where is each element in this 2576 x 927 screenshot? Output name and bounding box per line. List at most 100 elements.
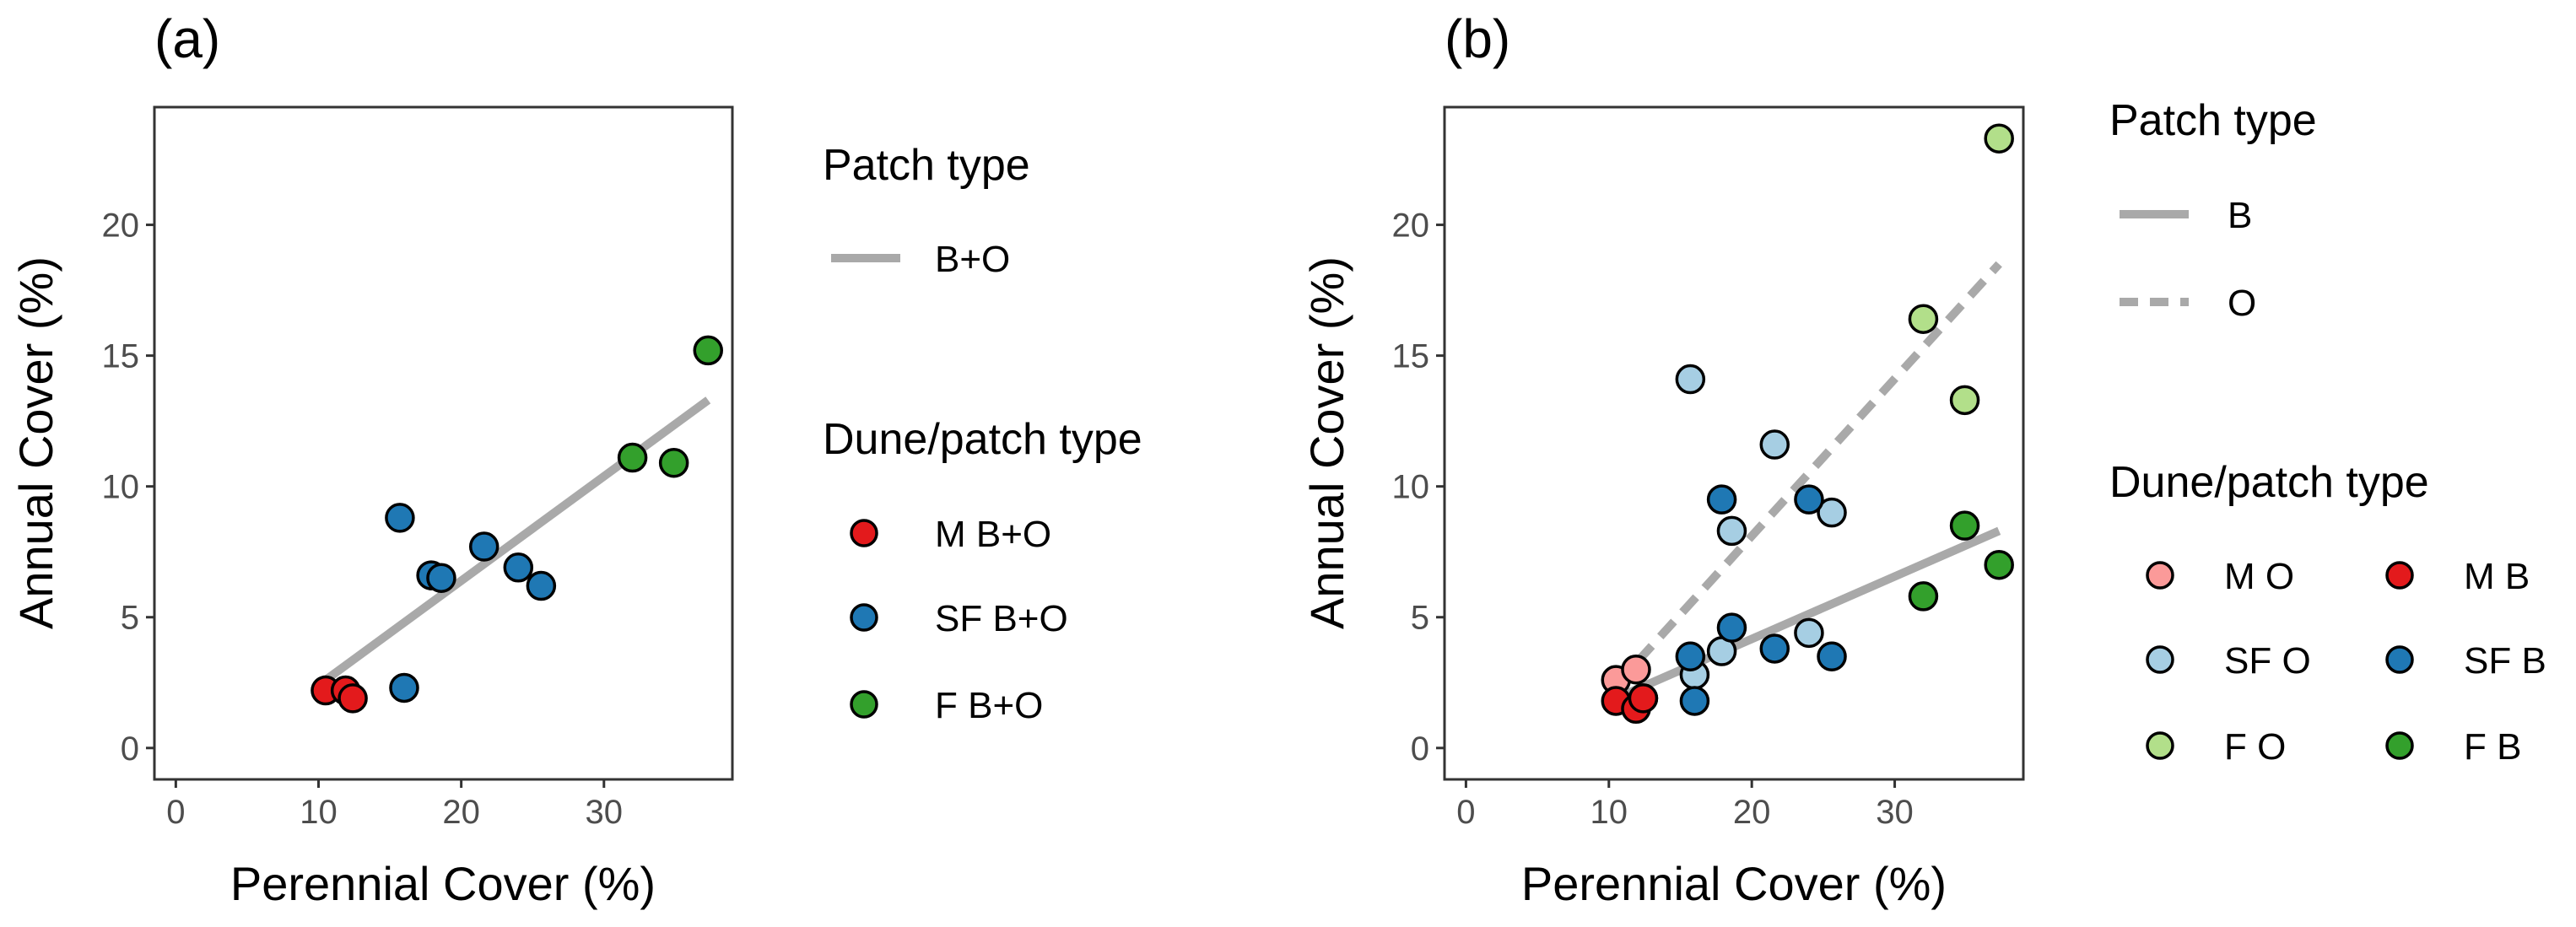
panel-b-line-legend-label-o: O (2228, 283, 2256, 324)
point-f-b (1908, 581, 1939, 612)
point-f-bo (693, 335, 723, 366)
x-tick-label: 10 (1590, 794, 1628, 831)
point-sf-bo (389, 672, 419, 703)
panel-a-line-legend-label: B+O (935, 239, 1010, 280)
legend-key-sf-b (2385, 645, 2414, 674)
legend-key-m-bo (850, 519, 878, 547)
panel-b-point-legend-item: SF O (2146, 640, 2311, 682)
point-sf-o (1817, 497, 1847, 528)
panel-b-label: (b) (1445, 8, 1510, 69)
y-tick-label: 15 (102, 338, 140, 375)
legend-key-f-o (2146, 731, 2174, 760)
panel-b-point-legend-item: M B (2385, 556, 2530, 597)
panel-b-point-legend-title: Dune/patch type (2109, 458, 2429, 507)
point-sf-b (1706, 484, 1737, 515)
y-tick-label: 20 (1392, 207, 1430, 245)
x-tick-label: 0 (166, 794, 185, 831)
point-sf-bo (426, 563, 456, 593)
point-sf-b (1759, 633, 1790, 664)
y-tick-label: 5 (121, 600, 139, 637)
x-tick-label: 0 (1456, 794, 1475, 831)
y-tick-label: 5 (1411, 600, 1429, 637)
panel-a-x-axis: 0 10 20 30 (166, 779, 623, 831)
panel-a-points (311, 335, 723, 714)
panel-b-points (1601, 123, 2014, 725)
panel-b: (b) 0 10 20 30 0 5 10 15 20 Perennial Cover (%)… (1300, 8, 2546, 910)
panel-b-y-axis-title: Annual Cover (%) (1300, 256, 1353, 629)
panel-b-point-legend-item: F B (2385, 726, 2521, 768)
panel-b-y-axis: 0 5 10 15 20 (1392, 207, 1445, 768)
y-tick-label: 10 (102, 469, 140, 506)
panel-a-point-legend-item: F B+O (850, 685, 1043, 726)
y-tick-label: 15 (1392, 338, 1430, 375)
point-sf-b (1716, 612, 1747, 643)
panel-a: (a) 0 10 20 30 0 5 10 15 20 Perennial Cover (%)… (9, 8, 1142, 910)
point-sf-b (1679, 686, 1710, 716)
point-sf-b (1817, 641, 1847, 671)
panel-b-point-legend-item: F O (2146, 726, 2286, 768)
panel-a-y-axis-title: Annual Cover (%) (9, 256, 62, 629)
x-tick-label: 20 (1733, 794, 1771, 831)
panel-b-line-legend-label-b: B (2228, 195, 2252, 236)
panel-a-point-legend-title: Dune/patch type (823, 415, 1142, 464)
x-tick-label: 30 (1876, 794, 1914, 831)
panel-a-trend-lines (323, 396, 711, 684)
panel-b-trend-lines (1612, 261, 2002, 703)
legend-label-sf-b: SF B (2464, 640, 2546, 682)
y-tick-label: 10 (1392, 469, 1430, 506)
legend-key-f-bo (850, 690, 878, 719)
point-sf-bo (385, 503, 415, 533)
panel-b-line-legend-item: O (2120, 283, 2256, 324)
legend-key-m-o (2146, 561, 2174, 590)
panel-b-x-axis-title: Perennial Cover (%) (1521, 857, 1947, 910)
panel-a-line-legend-title: Patch type (823, 141, 1030, 190)
legend-key-f-b (2385, 731, 2414, 760)
legend-key-m-b (2385, 561, 2414, 590)
point-sf-bo (526, 570, 557, 601)
legend-label-m-bo: M B+O (935, 514, 1051, 555)
panel-b-line-legend-title: Patch type (2109, 96, 2317, 145)
point-f-b (1949, 510, 1980, 541)
point-f-bo (617, 442, 648, 473)
panel-a-point-legend-item: SF B+O (850, 598, 1068, 639)
point-sf-b (1675, 641, 1706, 671)
point-m-bo (338, 683, 368, 714)
y-tick-label: 0 (121, 730, 139, 768)
point-m-b (1628, 683, 1659, 714)
panel-b-line-legend-item: B (2120, 195, 2252, 236)
trend-line-o (1612, 261, 2002, 688)
legend-label-f-o: F O (2224, 726, 2286, 768)
legend-label-sf-o: SF O (2224, 640, 2311, 682)
panel-b-legend: Patch type B O Dune/patch type M O SF O … (2109, 96, 2546, 768)
panel-a-line-legend-item: B+O (831, 239, 1010, 280)
y-tick-label: 0 (1411, 730, 1429, 768)
legend-label-m-b: M B (2464, 556, 2530, 597)
panel-b-plot-area (1443, 105, 2025, 781)
trend-line-b (1614, 526, 2001, 703)
legend-key-sf-o (2146, 645, 2174, 674)
point-sf-b (1794, 484, 1824, 515)
point-sf-bo (503, 552, 534, 583)
x-tick-label: 10 (300, 794, 338, 831)
panel-b-point-legend-item: M O (2146, 556, 2294, 597)
panel-a-point-legend-item: M B+O (850, 514, 1051, 555)
legend-label-sf-bo: SF B+O (935, 598, 1068, 639)
point-sf-bo (468, 531, 500, 562)
trend-line-bo (323, 396, 711, 684)
x-tick-label: 30 (586, 794, 624, 831)
panel-a-y-axis: 0 5 10 15 20 (102, 207, 154, 768)
panel-a-x-axis-title: Perennial Cover (%) (230, 857, 656, 910)
legend-label-m-o: M O (2224, 556, 2294, 597)
point-f-b (1984, 549, 2014, 580)
legend-label-f-bo: F B+O (935, 685, 1043, 726)
panel-a-legend: Patch type B+O Dune/patch type M B+O SF … (823, 141, 1142, 726)
point-f-o (1908, 304, 1939, 334)
point-sf-o (1794, 617, 1824, 649)
y-tick-label: 20 (102, 207, 140, 245)
point-sf-o (1675, 364, 1706, 395)
point-f-bo (658, 448, 689, 478)
panel-b-point-legend-item: SF B (2385, 640, 2546, 682)
panel-a-label: (a) (154, 8, 220, 69)
point-f-o (1984, 123, 2014, 154)
